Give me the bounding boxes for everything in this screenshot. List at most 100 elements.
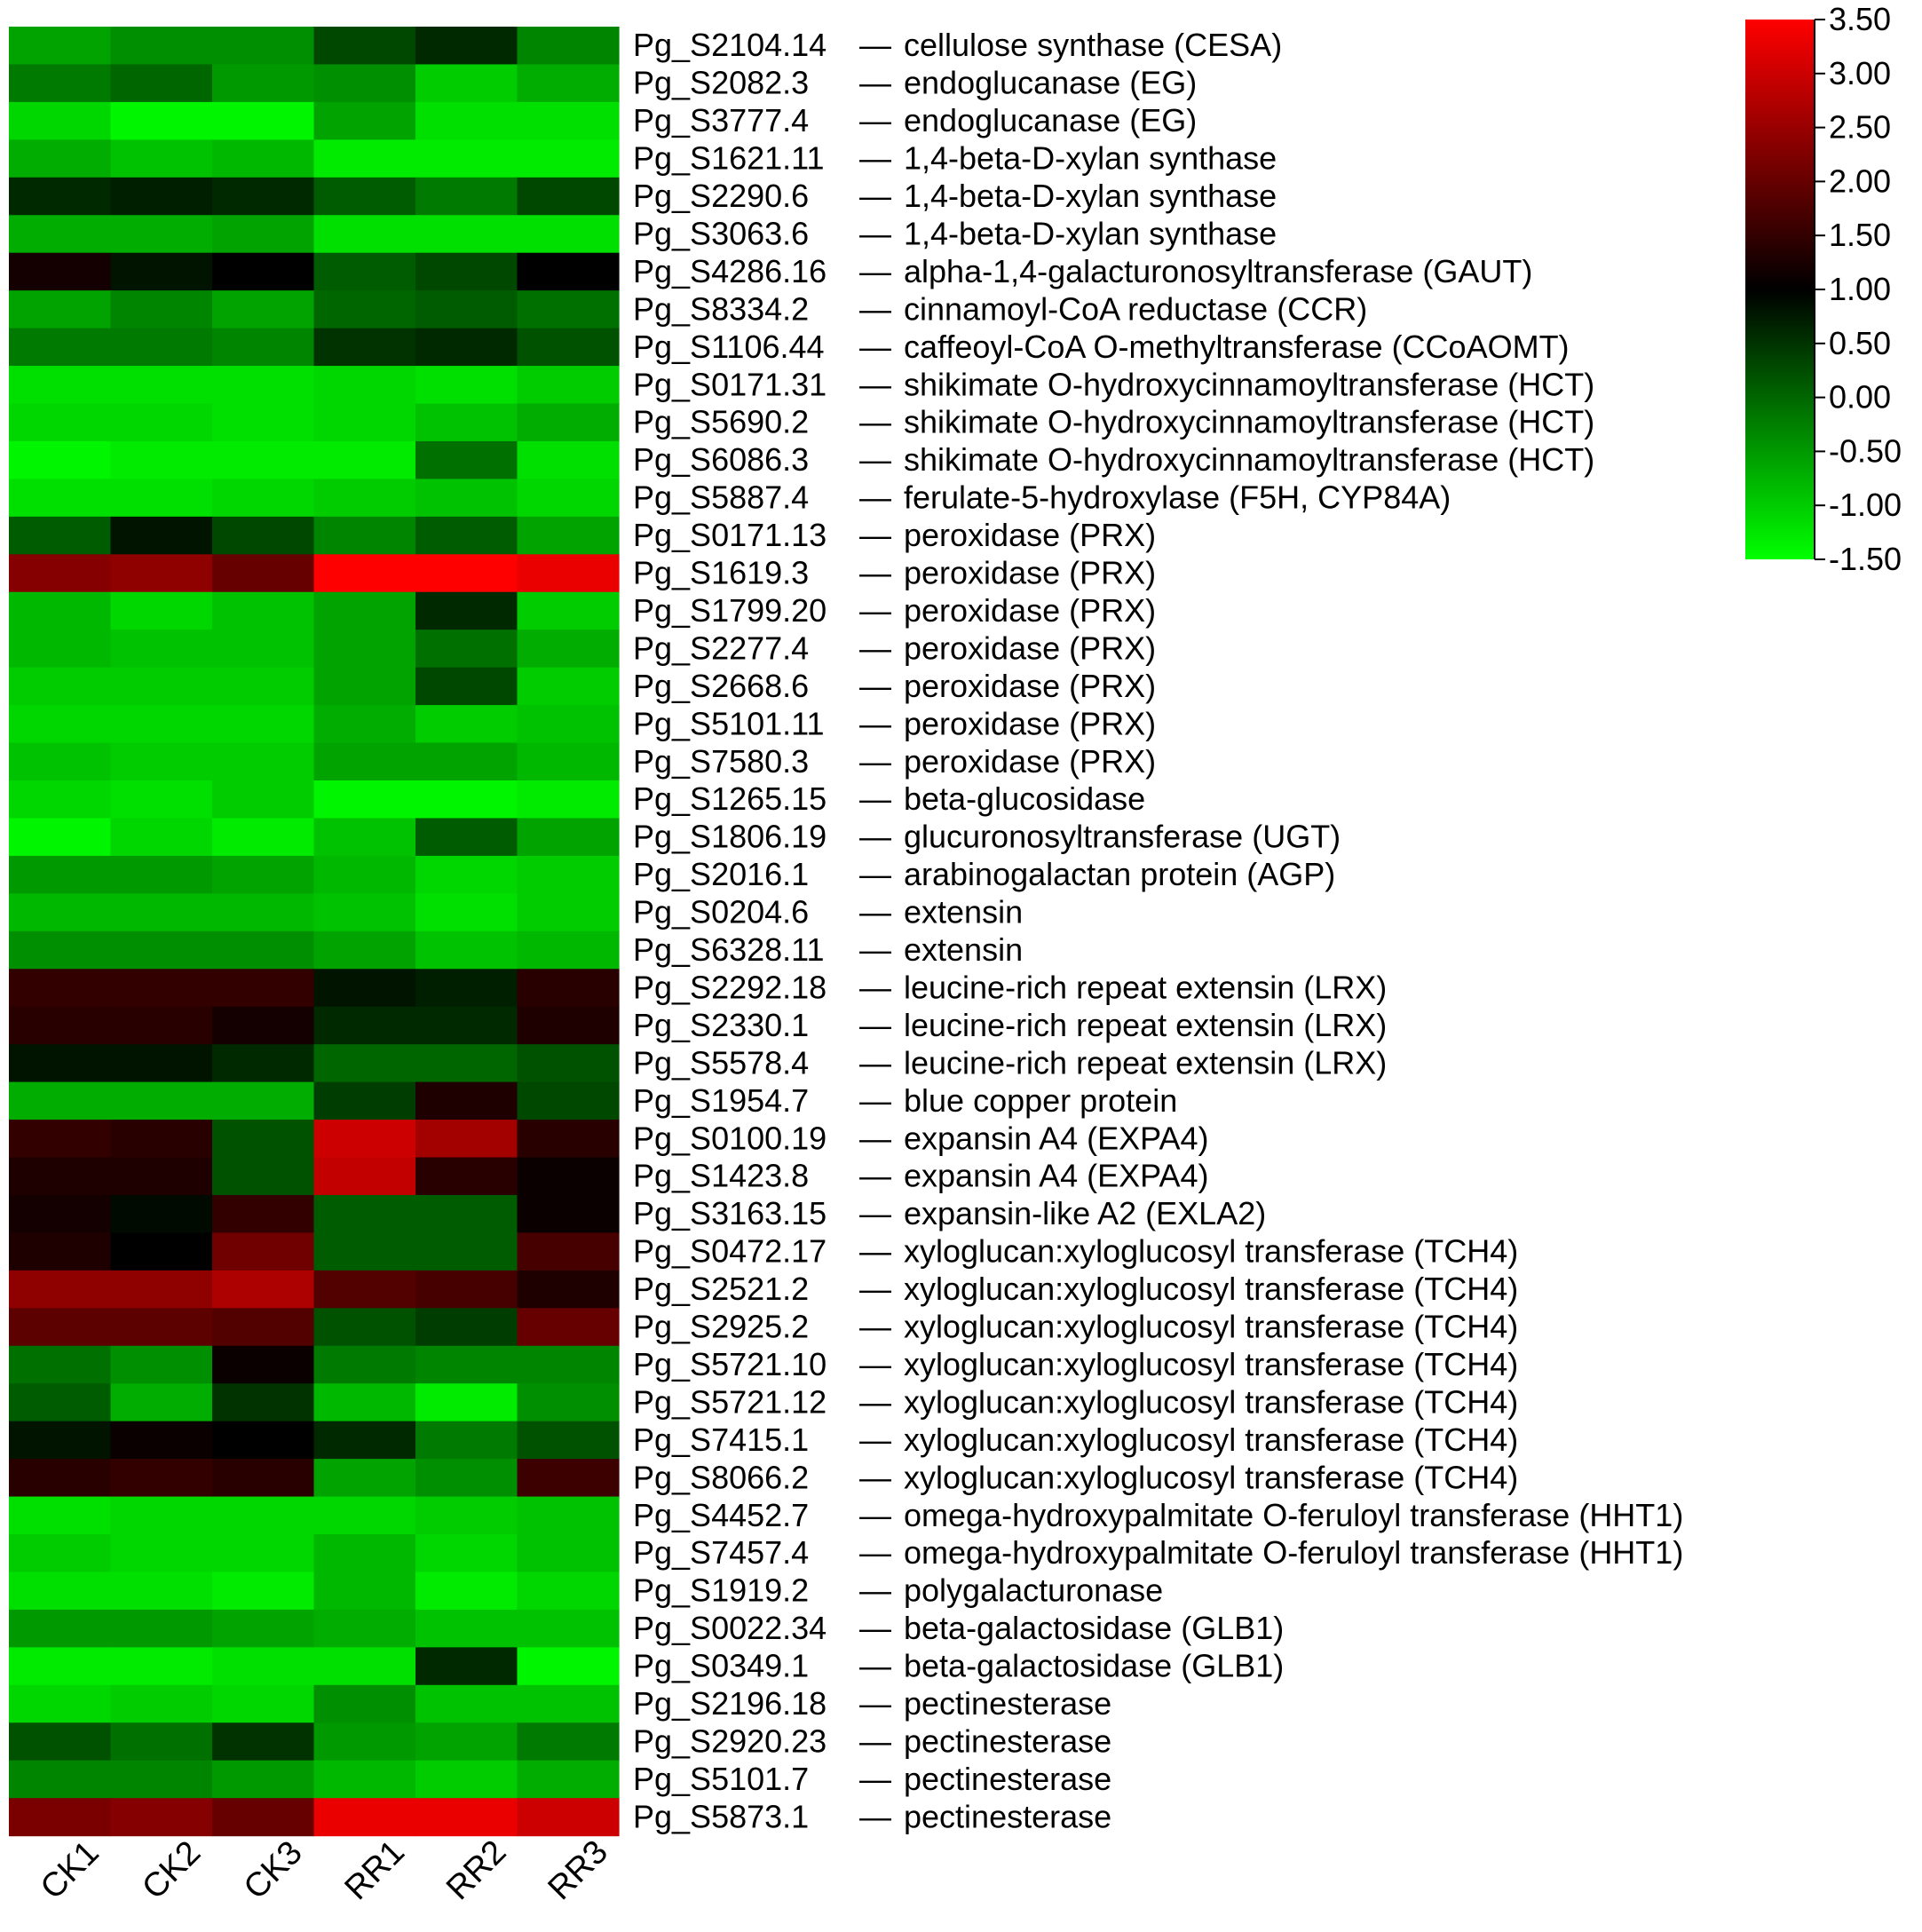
heatmap-cell [517, 1044, 620, 1083]
column-labels: CK1 CK2 CK3 RR1 RR2 RR3 [34, 1833, 615, 1907]
row-label-gene-id: Pg_S5578.4 [633, 1044, 809, 1081]
row-label-annotation: xyloglucan:xyloglucosyl transferase (TCH… [904, 1309, 1518, 1345]
heatmap-cell [517, 1572, 620, 1611]
heatmap-cell [212, 930, 315, 970]
row-label-gene-id: Pg_S5690.2 [633, 404, 809, 440]
color-scale-tick-label: 1.50 [1829, 217, 1891, 253]
heatmap-cell [212, 1157, 315, 1196]
row-label-separator: — [859, 290, 891, 327]
row-label-gene-id: Pg_S6086.3 [633, 441, 809, 478]
row-label-annotation: arabinogalactan protein (AGP) [904, 856, 1335, 892]
heatmap-cell [415, 516, 518, 555]
heatmap-cell [517, 554, 620, 593]
heatmap-cell [313, 818, 416, 857]
row-label-annotation: 1,4-beta-D-xylan synthase [904, 215, 1277, 251]
row-label-separator: — [859, 1195, 891, 1231]
heatmap-cell [517, 1609, 620, 1648]
row-label-separator: — [859, 1572, 891, 1609]
row-label-annotation: peroxidase (PRX) [904, 668, 1156, 704]
row-label-gene-id: Pg_S3063.6 [633, 215, 809, 251]
row-label-separator: — [859, 1459, 891, 1495]
heatmap-cell [415, 177, 518, 216]
heatmap-cell [212, 1609, 315, 1648]
heatmap-cell [110, 742, 213, 781]
heatmap-cell [212, 1684, 315, 1723]
heatmap-cell [9, 893, 112, 932]
heatmap-cell [212, 780, 315, 820]
heatmap-cell [415, 1157, 518, 1196]
row-label-gene-id: Pg_S2082.3 [633, 65, 809, 101]
row-label-gene-id: Pg_S2920.23 [633, 1722, 827, 1759]
row-label-annotation: pectinesterase [904, 1722, 1111, 1759]
heatmap-cell [313, 101, 416, 140]
row-label-gene-id: Pg_S2290.6 [633, 178, 809, 214]
row-label-annotation: pectinesterase [904, 1761, 1111, 1797]
heatmap-cell [517, 1684, 620, 1723]
row-label-separator: — [859, 1158, 891, 1194]
heatmap-cell [212, 591, 315, 630]
heatmap-cell [517, 591, 620, 630]
heatmap-cell [212, 27, 315, 66]
color-scale-tick-label: 0.50 [1829, 325, 1891, 361]
heatmap-cell [110, 1722, 213, 1762]
heatmap-cell [9, 440, 112, 479]
heatmap-cell [110, 1798, 213, 1837]
row-label-annotation: extensin [904, 931, 1023, 968]
row-label-gene-id: Pg_S1799.20 [633, 592, 827, 629]
row-label-annotation: peroxidase (PRX) [904, 517, 1156, 553]
heatmap-cell [517, 479, 620, 518]
heatmap-cell [110, 1157, 213, 1196]
heatmap-cell [212, 1421, 315, 1460]
heatmap-cell [313, 1760, 416, 1799]
heatmap-cell [9, 1496, 112, 1535]
row-label-gene-id: Pg_S2521.2 [633, 1271, 809, 1307]
heatmap-cell [212, 1459, 315, 1498]
heatmap-cell [212, 139, 315, 178]
heatmap-cell [415, 215, 518, 254]
row-label-separator: — [859, 1233, 891, 1270]
color-scale-tick-label: -0.50 [1829, 432, 1902, 469]
heatmap-cell [9, 1534, 112, 1573]
heatmap-cell [110, 591, 213, 630]
heatmap-cell [9, 1572, 112, 1611]
heatmap-cell [517, 177, 620, 216]
heatmap-cell [313, 1194, 416, 1233]
row-label-gene-id: Pg_S4286.16 [633, 253, 827, 289]
heatmap-cell [9, 969, 112, 1008]
heatmap-cell [212, 1006, 315, 1045]
heatmap-cell [9, 1044, 112, 1083]
heatmap-cell [9, 780, 112, 820]
row-label-separator: — [859, 969, 891, 1005]
heatmap-cell [9, 1760, 112, 1799]
row-label-annotation: shikimate O-hydroxycinnamoyltransferase … [904, 441, 1594, 478]
heatmap-cell [110, 479, 213, 518]
row-label-separator: — [859, 668, 891, 704]
heatmap-cell [110, 1760, 213, 1799]
heatmap-cell [313, 27, 416, 66]
heatmap-cell [517, 1421, 620, 1460]
row-label-gene-id: Pg_S3777.4 [633, 102, 809, 139]
row-label-gene-id: Pg_S1619.3 [633, 555, 809, 591]
row-label-gene-id: Pg_S1106.44 [633, 329, 825, 365]
heatmap-cell [110, 139, 213, 178]
heatmap-cell [415, 1044, 518, 1083]
heatmap-cell [212, 403, 315, 442]
heatmap-cell [9, 1647, 112, 1686]
heatmap-cell [212, 366, 315, 405]
heatmap-cell [313, 1120, 416, 1159]
heatmap-cell [415, 403, 518, 442]
row-label-gene-id: Pg_S4452.7 [633, 1497, 809, 1533]
heatmap-cell [517, 1006, 620, 1045]
row-label-separator: — [859, 102, 891, 139]
heatmap-cell [313, 1722, 416, 1762]
heatmap-cell [110, 27, 213, 66]
heatmap-cell [415, 1194, 518, 1233]
row-label-separator: — [859, 1610, 891, 1646]
heatmap-cell [517, 969, 620, 1008]
row-label-separator: — [859, 65, 891, 101]
heatmap-cell [110, 1684, 213, 1723]
row-label-annotation: xyloglucan:xyloglucosyl transferase (TCH… [904, 1233, 1518, 1270]
heatmap-cell [212, 969, 315, 1008]
row-label-annotation: ferulate-5-hydroxylase (F5H, CYP84A) [904, 479, 1451, 516]
heatmap-cell [212, 1081, 315, 1120]
